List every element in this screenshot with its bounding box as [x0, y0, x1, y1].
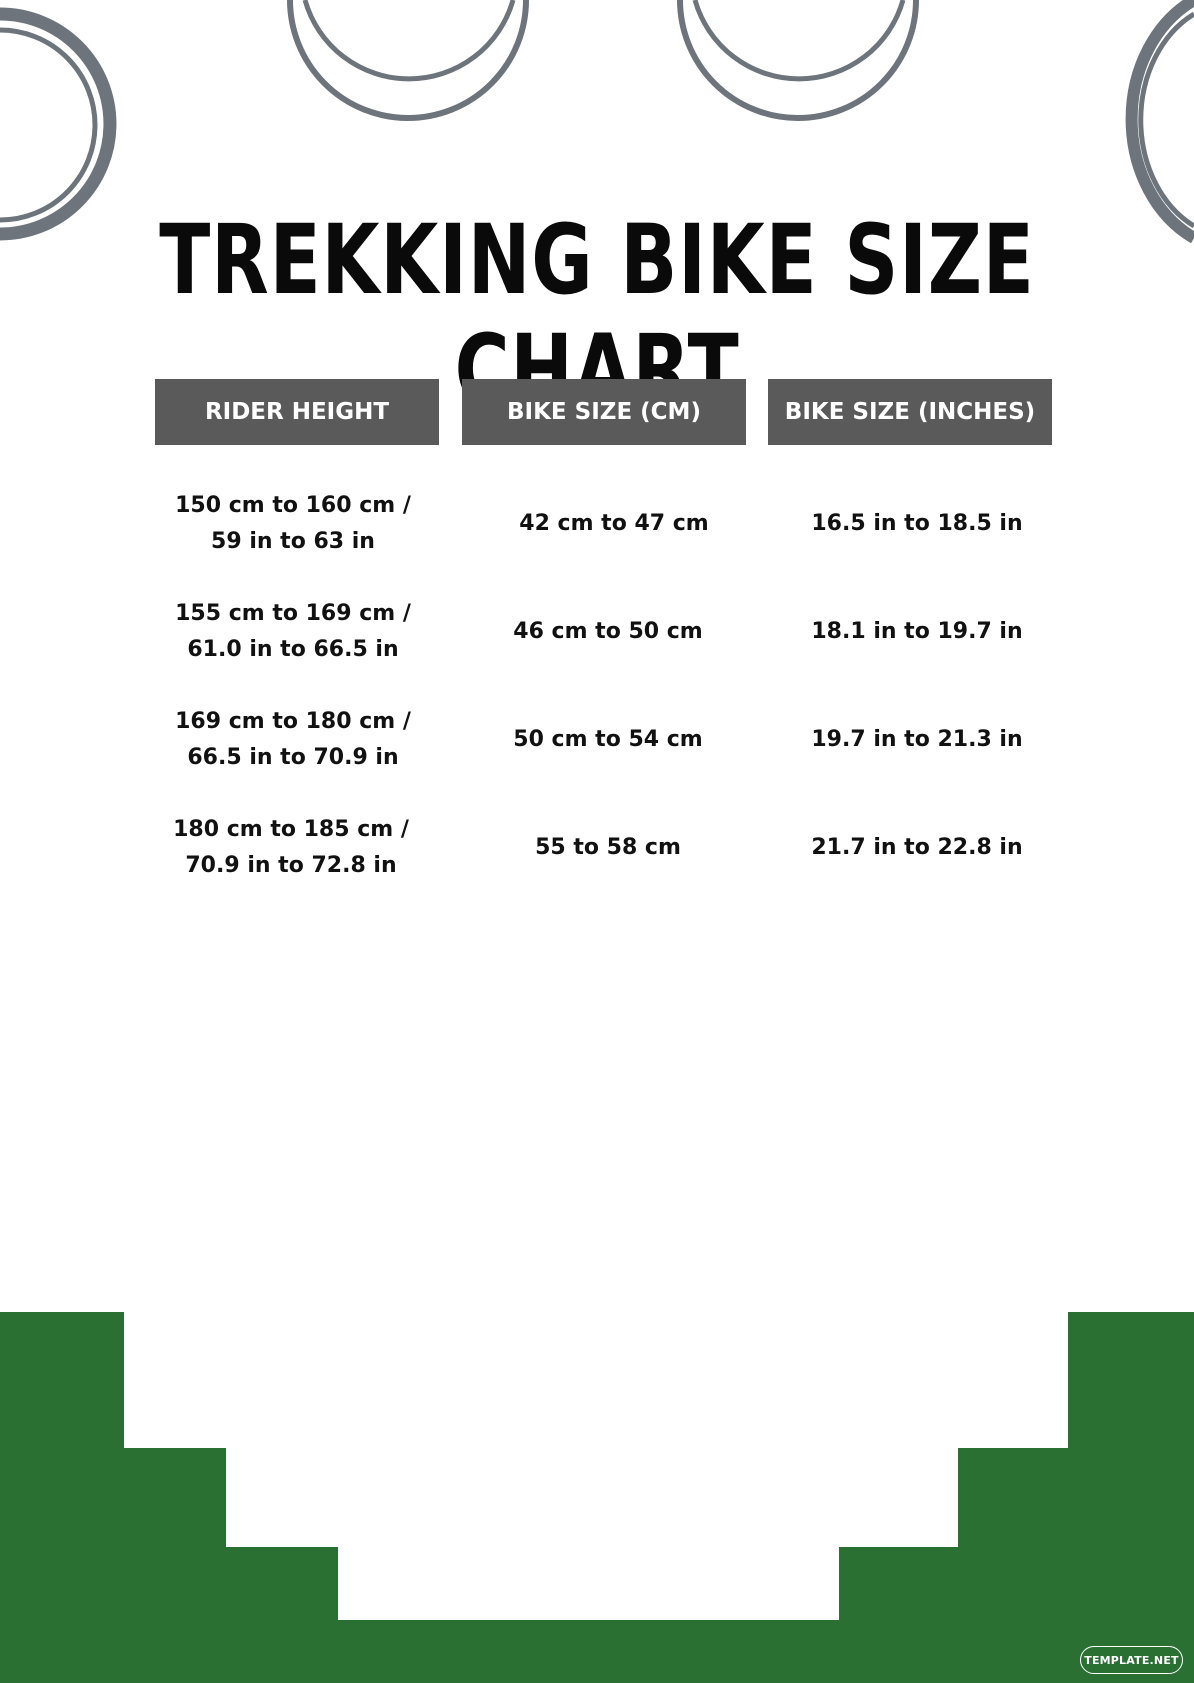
rider-height-cm: 150 cm to 160 cm / — [175, 493, 411, 518]
bike-size-cm-cell: 46 cm to 50 cm — [513, 619, 703, 644]
rider-height-cm: 169 cm to 180 cm / — [175, 709, 411, 734]
bike-size-inches-cell: 21.7 in to 22.8 in — [811, 835, 1023, 860]
bike-size-cm-cell: 55 to 58 cm — [535, 835, 681, 860]
ring-left-icon — [0, 7, 117, 241]
footer-steps-shape — [0, 1312, 1194, 1683]
rider-height-cm: 155 cm to 169 cm / — [175, 601, 411, 626]
header-bike-size-inches: BIKE SIZE (INCHES) — [768, 379, 1052, 445]
header-bike-size-cm: BIKE SIZE (CM) — [462, 379, 746, 445]
table-row: 180 cm to 185 cm / 70.9 in to 72.8 in — [131, 803, 451, 893]
rider-height-in: 59 in to 63 in — [211, 529, 375, 554]
ring-top-right-icon — [677, 0, 919, 121]
template-badge[interactable]: TEMPLATE.NET — [1080, 1646, 1183, 1674]
bike-size-cm-cell: 50 cm to 54 cm — [513, 727, 703, 752]
table-row: 155 cm to 169 cm / 61.0 in to 66.5 in — [133, 587, 453, 677]
bike-size-cm-cell: 42 cm to 47 cm — [519, 511, 709, 536]
ring-top-left-icon — [287, 0, 529, 121]
rider-height-in: 66.5 in to 70.9 in — [187, 745, 399, 770]
bike-size-inches-cell: 19.7 in to 21.3 in — [811, 727, 1023, 752]
ring-right-icon — [1125, 0, 1194, 244]
decorative-rings — [0, 0, 1194, 244]
rider-height-cell: 155 cm to 169 cm / 61.0 in to 66.5 in — [175, 596, 411, 668]
bike-size-inches-cell: 16.5 in to 18.5 in — [811, 511, 1023, 536]
header-rider-height: RIDER HEIGHT — [155, 379, 439, 445]
rider-height-cell: 180 cm to 185 cm / 70.9 in to 72.8 in — [173, 812, 409, 884]
rider-height-cell: 169 cm to 180 cm / 66.5 in to 70.9 in — [175, 704, 411, 776]
rider-height-in: 61.0 in to 66.5 in — [187, 637, 399, 662]
rider-height-cell: 150 cm to 160 cm / 59 in to 63 in — [175, 488, 411, 560]
rider-height-in: 70.9 in to 72.8 in — [185, 853, 397, 878]
bike-size-inches-cell: 18.1 in to 19.7 in — [811, 619, 1023, 644]
table-row: 169 cm to 180 cm / 66.5 in to 70.9 in — [133, 695, 453, 785]
rider-height-cm: 180 cm to 185 cm / — [173, 817, 409, 842]
table-row: 150 cm to 160 cm / 59 in to 63 in — [133, 479, 453, 569]
